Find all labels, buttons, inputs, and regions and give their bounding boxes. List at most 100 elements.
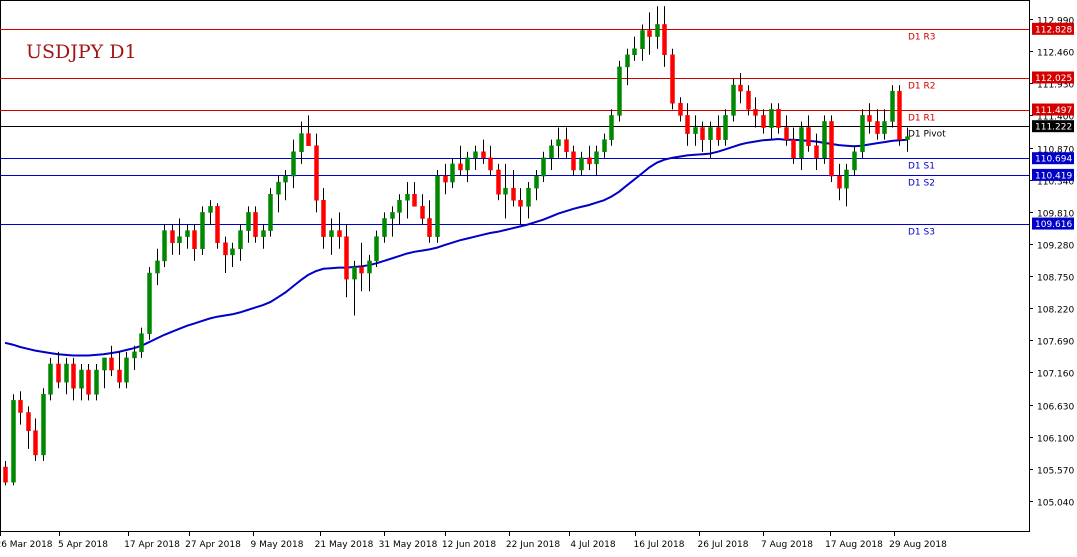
y-axis: 112.990 112.460 111.930 111.400 110.870 110.3… <box>1029 17 1074 509</box>
candle-body <box>41 394 46 456</box>
price-tag-bg <box>1032 103 1074 116</box>
candle-body <box>56 363 61 383</box>
candle <box>200 206 205 255</box>
candle-body <box>753 109 758 116</box>
y-tick-label: 110.340 <box>1037 178 1074 188</box>
candle <box>897 85 902 146</box>
candle-body <box>283 175 288 183</box>
candle <box>162 224 167 267</box>
candle-body <box>352 266 357 280</box>
candle-body <box>571 151 576 171</box>
candle-body <box>602 139 607 153</box>
price-tag-bg <box>1032 152 1074 165</box>
candle-body <box>321 200 326 237</box>
candle <box>534 169 539 201</box>
candle <box>238 224 243 261</box>
candle-body <box>147 272 152 334</box>
candle <box>617 60 622 122</box>
candle <box>632 36 637 61</box>
candle <box>11 394 16 486</box>
candle <box>609 109 614 146</box>
candle <box>496 163 501 201</box>
candle <box>71 357 76 401</box>
candle-body <box>238 230 243 250</box>
candle <box>769 103 774 140</box>
candle-body <box>359 266 364 274</box>
candle-body <box>890 90 895 122</box>
candle <box>549 139 554 170</box>
x-tick-label: 17 Aug 2018 <box>825 540 883 550</box>
candle <box>215 203 220 249</box>
candle-body <box>192 230 197 250</box>
candle <box>185 224 190 249</box>
candle <box>829 115 834 183</box>
y-tick-label: 110.870 <box>1037 146 1074 156</box>
candle-body <box>769 109 774 128</box>
candle-body <box>625 54 630 68</box>
candle <box>314 133 319 213</box>
price-tag-text: 112.025 <box>1035 74 1072 84</box>
candle <box>86 363 91 401</box>
moving-average <box>4 137 908 357</box>
price-tag-text: 111.497 <box>1035 106 1072 116</box>
pivot-label-1: D1 R2 <box>908 82 936 92</box>
candle-body <box>299 133 304 153</box>
pivot-label-2: D1 R1 <box>908 114 936 124</box>
candle-body <box>549 145 554 159</box>
candle-body <box>124 357 129 383</box>
y-tick-label: 105.040 <box>1037 499 1074 509</box>
pivot-label-4: D1 S1 <box>908 162 935 172</box>
candle <box>337 212 342 249</box>
candle-body <box>132 351 137 359</box>
candle <box>177 218 182 255</box>
candle-body <box>261 230 266 237</box>
candle-body <box>215 206 220 243</box>
candle-body <box>640 30 645 49</box>
candle <box>625 48 630 86</box>
candle <box>784 115 789 146</box>
candle-body <box>79 369 84 389</box>
candle-body <box>685 115 690 134</box>
candle-body <box>617 66 622 116</box>
candle <box>723 109 728 146</box>
candle-body <box>382 218 387 237</box>
candle-body <box>662 24 667 56</box>
candle-body <box>18 400 23 413</box>
candle <box>882 109 887 140</box>
candle <box>283 169 288 201</box>
y-tick-label: 112.990 <box>1037 17 1074 27</box>
candle-body <box>852 151 857 171</box>
candle-body <box>503 187 508 195</box>
candle-body <box>700 127 705 140</box>
y-tick-label: 106.630 <box>1037 403 1074 413</box>
candle <box>450 157 455 189</box>
price-tag-bg <box>1032 22 1074 35</box>
pivot-label-0: D1 R3 <box>908 33 936 43</box>
candle <box>655 6 660 49</box>
candle <box>905 127 910 152</box>
candle <box>526 182 531 219</box>
candle <box>594 145 599 177</box>
candle-body <box>253 212 258 237</box>
candle-body <box>427 218 432 237</box>
candle-body <box>3 466 8 483</box>
candle-body <box>329 230 334 237</box>
y-tick-label: 109.280 <box>1037 242 1074 252</box>
candle-body <box>230 248 235 256</box>
candle <box>662 6 667 67</box>
candle-body <box>109 357 114 371</box>
candle <box>253 206 258 243</box>
candle-body <box>723 115 728 140</box>
candle <box>700 121 705 152</box>
candle <box>708 121 713 158</box>
candle <box>390 206 395 237</box>
candle-body <box>102 357 107 371</box>
candle <box>518 188 523 225</box>
candle-body <box>632 48 637 56</box>
candle-body <box>594 151 599 165</box>
candle-body <box>420 206 425 219</box>
candle <box>473 145 478 170</box>
candle-body <box>708 127 713 140</box>
price-tag-bg <box>1032 217 1074 230</box>
candle-body <box>367 260 372 274</box>
